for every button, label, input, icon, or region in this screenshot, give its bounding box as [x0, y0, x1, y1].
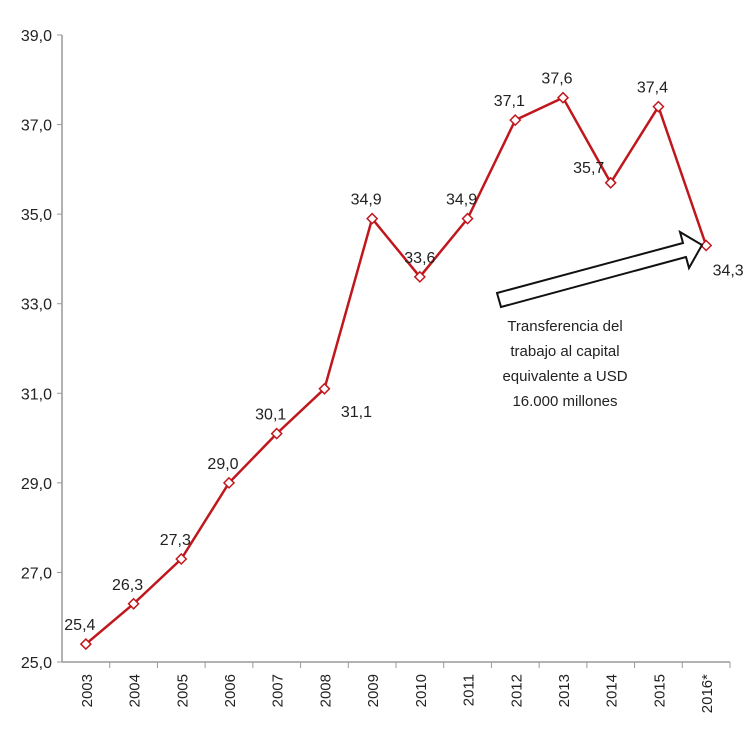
- data-point-marker: [79, 638, 92, 651]
- y-tick-label: 29,0: [21, 476, 52, 493]
- y-tick-label: 37,0: [21, 118, 52, 135]
- data-label: 34,3: [713, 262, 744, 279]
- x-tick-label: 2011: [461, 674, 478, 706]
- y-tick-label: 25,0: [21, 655, 52, 672]
- data-label: 37,1: [494, 93, 525, 110]
- annotation-line-3: equivalente a USD: [502, 368, 627, 385]
- data-label: 31,1: [341, 404, 372, 421]
- x-tick-label: 2007: [270, 674, 287, 707]
- data-point-marker: [652, 100, 665, 113]
- data-label: 37,6: [541, 71, 572, 88]
- annotation: Transferencia del trabajo al capital equ…: [495, 229, 704, 410]
- data-point-marker: [270, 427, 283, 440]
- data-point-marker: [604, 176, 617, 189]
- data-label: 26,3: [112, 577, 143, 594]
- data-point-marker: [461, 212, 474, 225]
- x-tick-label: 2009: [365, 674, 382, 707]
- x-tick-label: 2013: [556, 674, 573, 707]
- x-tick-label: 2015: [651, 674, 668, 707]
- data-label: 33,6: [404, 250, 435, 267]
- data-label: 37,4: [637, 80, 668, 97]
- annotation-line-2: trabajo al capital: [510, 343, 619, 360]
- data-label: 34,9: [351, 192, 382, 209]
- x-axis: 2003 2004 2005 2006 2007 2008 2009 2010 2011 2012…: [62, 661, 731, 713]
- x-tick-label: 2016*: [699, 674, 716, 713]
- data-point-marker: [700, 239, 713, 252]
- data-point-marker: [318, 382, 331, 395]
- x-tick-label: 2010: [413, 674, 430, 707]
- data-label: 34,9: [446, 192, 477, 209]
- x-tick-label: 2014: [604, 674, 621, 707]
- y-tick-label: 35,0: [21, 207, 52, 224]
- data-point-marker: [509, 114, 522, 127]
- annotation-line-1: Transferencia del: [507, 318, 622, 335]
- x-tick-label: 2005: [174, 674, 191, 707]
- y-tick-label: 27,0: [21, 565, 52, 582]
- series-line-path: [85, 96, 708, 646]
- data-point-marker: [366, 212, 379, 225]
- data-point-marker: [222, 476, 236, 489]
- data-point-marker: [413, 270, 426, 283]
- y-tick-label: 39,0: [21, 28, 52, 45]
- y-axis: 25,0 27,0 29,0 31,0 33,0 35,0 37,0 39,0: [21, 28, 63, 672]
- data-point-marker: [175, 552, 188, 566]
- data-label: 27,3: [160, 532, 191, 549]
- x-tick-label: 2012: [508, 674, 525, 707]
- y-tick-label: 33,0: [21, 297, 52, 314]
- data-label: 35,7: [573, 160, 604, 177]
- data-label: 25,4: [64, 617, 95, 634]
- y-tick-label: 31,0: [21, 386, 52, 403]
- data-label: 30,1: [255, 407, 286, 424]
- x-tick-label: 2006: [222, 674, 239, 707]
- data-point-marker: [127, 597, 140, 610]
- data-point-marker: [556, 91, 570, 104]
- x-tick-label: 2004: [127, 674, 144, 707]
- arrow-icon: [495, 229, 704, 309]
- x-tick-label: 2008: [317, 674, 334, 707]
- x-tick-label: 2003: [79, 674, 96, 707]
- series-line: 25,4 26,3 27,3 29,0 30,1 31,1 34,9 33,6 34,9 37,1…: [64, 71, 744, 651]
- data-label: 29,0: [207, 456, 238, 473]
- annotation-line-4: 16.000 millones: [512, 393, 617, 410]
